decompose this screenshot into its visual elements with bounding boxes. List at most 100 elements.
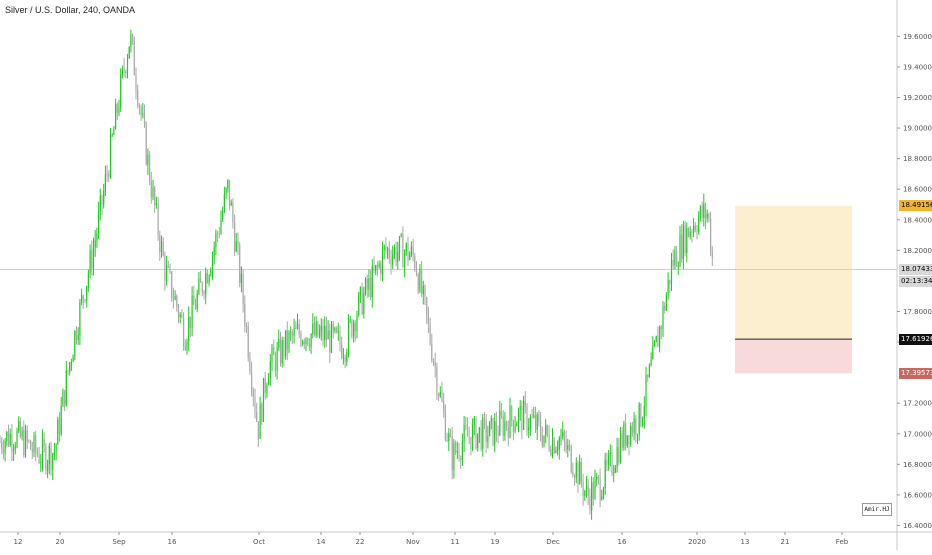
candle-body	[41, 439, 44, 463]
x-tick-label: 22	[356, 538, 365, 546]
candle-body	[631, 426, 633, 434]
candle-body	[130, 34, 132, 47]
candle-body	[320, 325, 322, 332]
candle-body	[228, 179, 231, 206]
candle-body	[485, 420, 487, 443]
author-signature: Amir.HJ	[862, 503, 892, 516]
candle-body	[621, 433, 623, 448]
chart-title: Silver / U.S. Dollar, 240, OANDA	[5, 5, 136, 15]
candle-body	[64, 390, 66, 406]
candle-body	[1, 441, 3, 449]
candle-body	[308, 344, 310, 348]
candle-body	[497, 433, 499, 436]
candle-body	[458, 451, 460, 459]
candle-body	[531, 416, 533, 418]
x-tick-label: 14	[317, 538, 326, 546]
candle-body	[643, 406, 645, 419]
candle-body	[235, 241, 237, 252]
candle-body	[613, 472, 615, 474]
candle-body	[347, 320, 350, 352]
candle-body	[183, 317, 185, 346]
candle-body	[597, 476, 599, 478]
candle-body	[361, 287, 363, 315]
candle-body	[322, 325, 324, 341]
candle-body	[410, 246, 412, 255]
candle-body	[43, 439, 45, 447]
candle-body	[26, 429, 28, 441]
candle-body	[415, 267, 418, 275]
candle-body	[353, 322, 355, 337]
candle-body	[111, 134, 113, 136]
candle-body	[706, 213, 708, 219]
candle-body	[448, 433, 450, 441]
y-tick-label: 19.20000	[903, 94, 932, 102]
candle-body	[506, 421, 508, 427]
candle-body	[614, 468, 616, 473]
profit-zone	[735, 205, 852, 340]
candle-body	[579, 461, 581, 485]
candle-body	[79, 302, 81, 336]
candle-body	[189, 316, 191, 329]
candle-body	[446, 440, 448, 441]
loss-zone	[735, 339, 852, 374]
candle-body	[575, 462, 577, 478]
candle-body	[47, 464, 49, 471]
candle-body	[393, 246, 395, 255]
candle-body	[126, 58, 129, 74]
candle-body	[596, 476, 598, 480]
candle-body	[677, 266, 679, 267]
candle-body	[500, 411, 503, 417]
candle-body	[234, 222, 236, 252]
candle-body	[159, 234, 161, 253]
candle-body	[194, 305, 197, 310]
candle-body	[511, 406, 513, 421]
candle-body	[670, 259, 673, 284]
candle-body	[582, 481, 584, 496]
candle-body	[594, 479, 596, 499]
bar-countdown-label: 02:13:34	[899, 275, 932, 287]
candle-body	[251, 372, 253, 390]
candle-body	[101, 195, 103, 205]
candle-body	[398, 236, 401, 252]
candle-body	[184, 345, 186, 351]
candle-body	[465, 425, 467, 428]
candle-body	[580, 461, 582, 482]
candle-body	[359, 287, 361, 295]
candle-body	[276, 348, 278, 372]
candle-body	[606, 459, 608, 465]
candle-body	[473, 418, 475, 426]
candle-body	[698, 217, 700, 233]
candle-body	[220, 219, 222, 234]
candle-body	[143, 113, 146, 124]
candle-body	[432, 360, 435, 363]
candle-body	[240, 273, 242, 284]
candle-body	[157, 203, 159, 235]
candle-body	[169, 267, 171, 272]
candle-body	[541, 436, 543, 446]
candle-body	[623, 422, 625, 448]
candle-body	[426, 297, 428, 315]
candle-body	[13, 448, 15, 451]
y-tick-label: 16.80000	[903, 461, 932, 469]
candle-body	[490, 417, 492, 422]
candle-body	[548, 434, 550, 450]
y-tick-label: 17.00000	[903, 430, 932, 438]
candle-body	[489, 421, 491, 437]
candle-body	[154, 187, 156, 206]
candle-body	[363, 293, 365, 315]
candle-body	[412, 246, 414, 256]
candle-body	[28, 440, 30, 442]
candle-body	[82, 295, 84, 300]
candle-body	[94, 240, 96, 248]
candle-body	[538, 414, 540, 421]
candle-body	[516, 423, 518, 427]
candle-body	[602, 488, 605, 497]
candle-body	[196, 293, 198, 310]
candle-body	[113, 129, 115, 135]
x-tick-label: 12	[14, 538, 23, 546]
x-tick-label: 19	[491, 538, 500, 546]
candle-body	[149, 154, 151, 182]
candle-body	[242, 273, 244, 305]
